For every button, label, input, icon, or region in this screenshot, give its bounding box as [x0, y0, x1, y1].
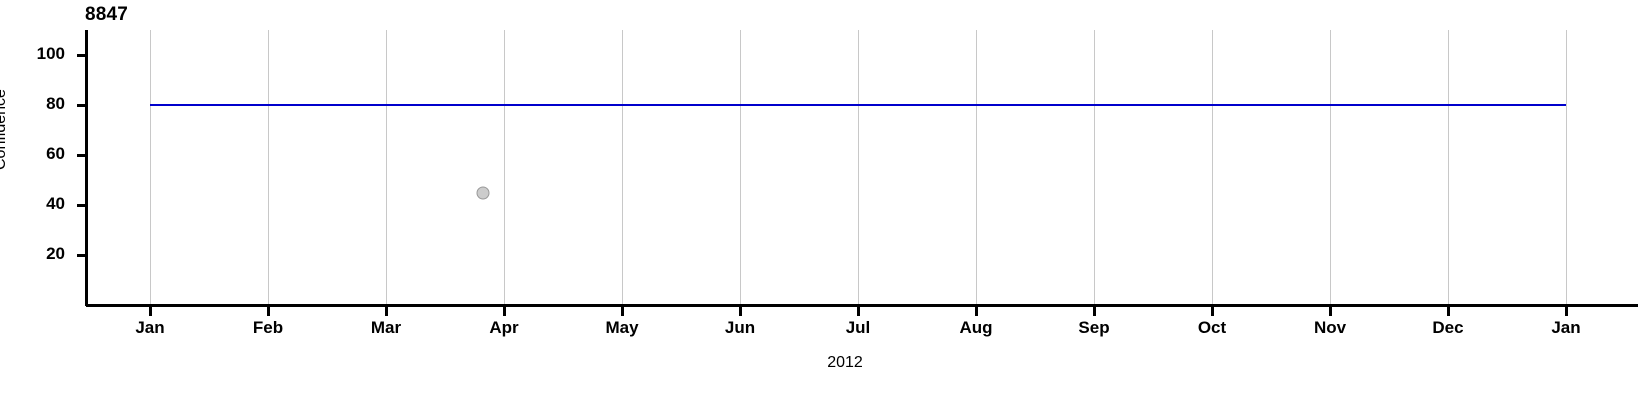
x-tick-mark: [857, 307, 860, 316]
x-tick-mark: [503, 307, 506, 316]
x-tick-mark: [621, 307, 624, 316]
gridline-vertical: [1330, 30, 1331, 305]
x-tick-mark: [267, 307, 270, 316]
x-tick-mark: [385, 307, 388, 316]
y-tick-label: 40: [46, 194, 65, 213]
plot-area: [86, 30, 1638, 305]
y-tick-label: 100: [36, 44, 65, 63]
x-tick-mark: [1211, 307, 1214, 316]
gridline-vertical: [622, 30, 623, 305]
gridline-vertical: [976, 30, 977, 305]
gridline-vertical: [386, 30, 387, 305]
x-tick-label: Nov: [1313, 318, 1347, 337]
y-tick-mark: [77, 104, 86, 107]
y-axis-title: Confidence: [0, 89, 9, 170]
x-tick-mark: [1565, 307, 1568, 316]
x-tick-label: Feb: [252, 318, 284, 337]
x-tick-label: Jan: [135, 318, 165, 337]
x-tick-mark: [149, 307, 152, 316]
gridline-vertical: [268, 30, 269, 305]
x-axis-line: [86, 304, 1638, 307]
threshold-line: [150, 104, 1566, 106]
y-axis-line: [85, 30, 88, 306]
gridline-vertical: [150, 30, 151, 305]
gridline-vertical: [504, 30, 505, 305]
x-tick-mark: [1447, 307, 1450, 316]
x-tick-label: Mar: [370, 318, 402, 337]
x-tick-mark: [975, 307, 978, 316]
x-tick-label: Sep: [1078, 318, 1110, 337]
x-tick-label: Dec: [1432, 318, 1464, 337]
data-point-marker[interactable]: [476, 186, 490, 199]
x-tick-mark: [1329, 307, 1332, 316]
x-tick-label: Jun: [724, 318, 756, 337]
y-tick-label: 80: [46, 94, 65, 113]
gridline-vertical: [740, 30, 741, 305]
y-tick-mark: [77, 154, 86, 157]
x-tick-label: Aug: [959, 318, 993, 337]
y-tick-label: 60: [46, 144, 65, 163]
gridline-vertical: [1094, 30, 1095, 305]
y-tick-mark: [77, 204, 86, 207]
x-tick-mark: [1093, 307, 1096, 316]
x-tick-label: Oct: [1197, 318, 1227, 337]
x-axis-title: 2012: [827, 354, 863, 371]
gridline-vertical: [1212, 30, 1213, 305]
gridline-vertical: [1566, 30, 1567, 305]
y-tick-label: 20: [46, 244, 65, 263]
x-tick-label: May: [605, 318, 639, 337]
x-tick-label: Jan: [1551, 318, 1581, 337]
x-tick-label: Jul: [845, 318, 871, 337]
chart-title: 8847: [85, 4, 129, 25]
y-tick-mark: [77, 254, 86, 257]
gridline-vertical: [1448, 30, 1449, 305]
gridline-vertical: [858, 30, 859, 305]
y-tick-mark: [77, 54, 86, 57]
x-tick-label: Apr: [489, 318, 519, 337]
x-tick-mark: [739, 307, 742, 316]
